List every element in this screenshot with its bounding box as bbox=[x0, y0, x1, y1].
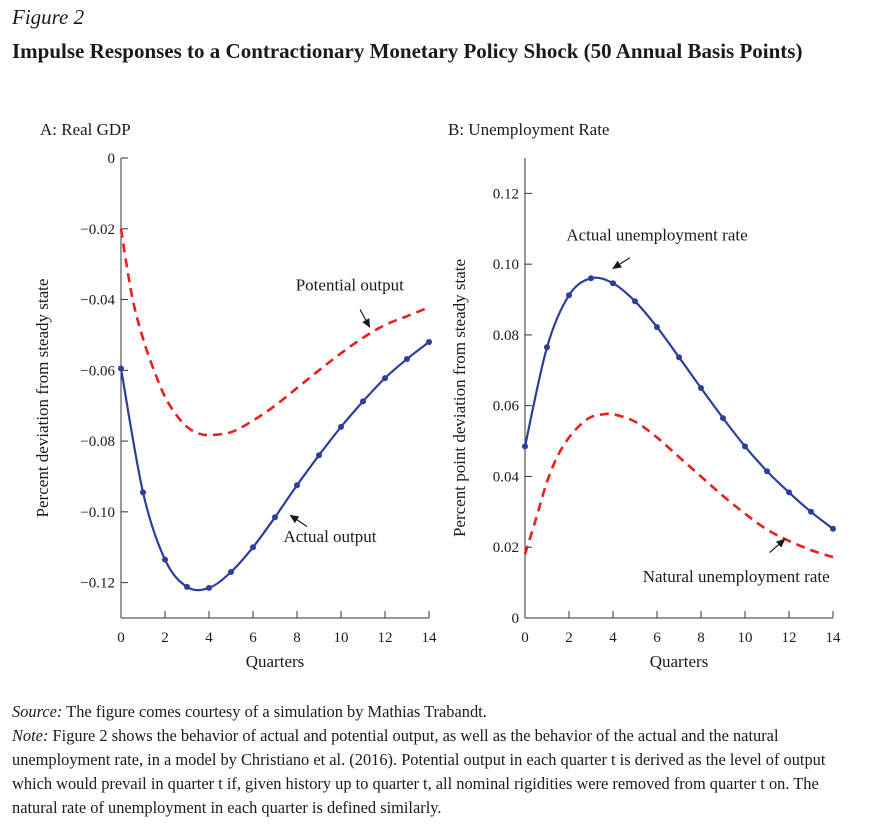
x-tick-label: 12 bbox=[378, 630, 393, 646]
panel-a-title: A: Real GDP bbox=[40, 120, 131, 139]
x-tick-label: 0 bbox=[117, 630, 125, 646]
y-axis-label: Percent deviation from steady state bbox=[33, 279, 52, 518]
y-tick-label: −0.10 bbox=[80, 505, 115, 521]
y-tick-label: 0.08 bbox=[493, 328, 519, 344]
source-text: The figure comes courtesy of a simulatio… bbox=[62, 702, 487, 721]
actual-unemployment-rate-point bbox=[632, 298, 638, 305]
x-tick-label: 6 bbox=[249, 630, 257, 646]
x-tick-label: 2 bbox=[565, 630, 573, 646]
actual-output-point bbox=[250, 544, 256, 551]
x-tick-label: 4 bbox=[205, 630, 213, 646]
x-tick-label: 8 bbox=[293, 630, 301, 646]
actual-output-point bbox=[228, 569, 234, 575]
x-tick-label: 14 bbox=[422, 630, 438, 646]
x-axis-label: Quarters bbox=[246, 652, 305, 671]
y-tick-label: 0 bbox=[108, 151, 116, 167]
x-tick-label: 6 bbox=[653, 630, 661, 646]
y-tick-label: 0.12 bbox=[493, 186, 519, 202]
y-tick-label: 0.06 bbox=[493, 399, 520, 415]
x-tick-label: 12 bbox=[782, 630, 797, 646]
y-tick-label: 0.02 bbox=[493, 540, 519, 556]
y-tick-label: −0.06 bbox=[80, 363, 115, 379]
actual-output-annotation: Actual output bbox=[283, 527, 376, 546]
actual-unemployment-rate-point bbox=[764, 468, 770, 475]
natural-unemployment-rate-line bbox=[523, 412, 834, 559]
actual-output-point bbox=[316, 452, 322, 459]
natural-unemployment-rate-arrow bbox=[769, 538, 786, 554]
actual-output-point bbox=[382, 375, 388, 382]
x-tick-label: 2 bbox=[161, 630, 169, 646]
actual-output-point bbox=[360, 398, 366, 405]
actual-unemployment-rate-point bbox=[742, 443, 748, 450]
note-line: Note: Figure 2 shows the behavior of act… bbox=[12, 724, 868, 820]
figure-notes: Source: The figure comes courtesy of a s… bbox=[12, 700, 868, 820]
y-tick-label: −0.12 bbox=[80, 576, 115, 592]
source-line: Source: The figure comes courtesy of a s… bbox=[12, 700, 868, 724]
y-tick-label: −0.08 bbox=[80, 434, 115, 450]
y-tick-label: 0.10 bbox=[493, 257, 519, 273]
y-tick-label: 0.04 bbox=[493, 469, 520, 485]
source-lead: Source: bbox=[12, 702, 63, 721]
x-tick-label: 8 bbox=[697, 630, 705, 646]
figure-label: Figure 2 bbox=[12, 5, 85, 29]
panel-a-real-gdp: A: Real GDP 0 −0.02 −0.04 −0.06 −0.08 −0.10 −0… bbox=[33, 120, 437, 671]
potential-output-annotation: Potential output bbox=[296, 275, 404, 294]
chart-svg: A: Real GDP 0 −0.02 −0.04 −0.06 −0.08 −0.10 −0… bbox=[33, 120, 841, 671]
natural-unemployment-rate-annotation: Natural unemployment rate bbox=[643, 567, 830, 586]
x-tick-label: 10 bbox=[738, 630, 753, 646]
actual-unemployment-rate-point bbox=[808, 508, 814, 515]
note-text: Figure 2 shows the behavior of actual an… bbox=[12, 726, 826, 817]
panel-b-unemployment-rate: B: Unemployment Rate 0 0.02 0.04 0.06 0.08 0.… bbox=[448, 120, 841, 671]
actual-unemployment-rate-point bbox=[566, 292, 572, 299]
y-tick-label: −0.02 bbox=[80, 222, 115, 238]
y-tick-label: −0.04 bbox=[80, 293, 115, 309]
actual-unemployment-rate-point bbox=[654, 324, 660, 331]
actual-unemployment-rate-point bbox=[544, 344, 550, 351]
actual-output-arrow bbox=[289, 514, 308, 527]
actual-unemployment-rate-point bbox=[676, 354, 682, 361]
actual-output-point bbox=[294, 482, 300, 489]
actual-output-point bbox=[338, 423, 344, 430]
actual-unemployment-rate-arrow bbox=[612, 257, 631, 269]
y-tick-label: 0 bbox=[512, 611, 520, 627]
actual-output-point bbox=[140, 489, 146, 496]
actual-unemployment-rate-point bbox=[610, 280, 616, 287]
y-axis-label: Percent point deviation from steady stat… bbox=[450, 259, 469, 537]
actual-output-point bbox=[162, 556, 168, 563]
potential-output-line bbox=[119, 228, 430, 437]
potential-output-arrow bbox=[359, 309, 371, 328]
actual-unemployment-rate-point bbox=[698, 385, 704, 391]
x-tick-label: 10 bbox=[334, 630, 349, 646]
note-lead: Note: bbox=[12, 726, 49, 745]
actual-output-point bbox=[404, 356, 410, 362]
actual-unemployment-rate-point bbox=[720, 415, 726, 422]
figure-title: Impulse Responses to a Contractionary Mo… bbox=[12, 39, 803, 63]
actual-unemployment-rate-point bbox=[522, 443, 528, 450]
x-tick-label: 0 bbox=[521, 630, 529, 646]
x-axis-label: Quarters bbox=[650, 652, 709, 671]
actual-output-point bbox=[206, 584, 212, 591]
actual-output-point bbox=[272, 514, 278, 521]
actual-output-point bbox=[184, 583, 190, 590]
actual-unemployment-rate-annotation: Actual unemployment rate bbox=[566, 225, 747, 244]
actual-unemployment-rate-point bbox=[786, 489, 792, 496]
actual-output-point bbox=[426, 339, 432, 345]
x-tick-label: 14 bbox=[826, 630, 842, 646]
panel-b-title: B: Unemployment Rate bbox=[448, 120, 609, 139]
actual-output-point bbox=[118, 365, 124, 372]
actual-unemployment-rate-point bbox=[830, 525, 836, 532]
x-tick-label: 4 bbox=[609, 630, 617, 646]
actual-unemployment-rate-point bbox=[588, 275, 594, 282]
